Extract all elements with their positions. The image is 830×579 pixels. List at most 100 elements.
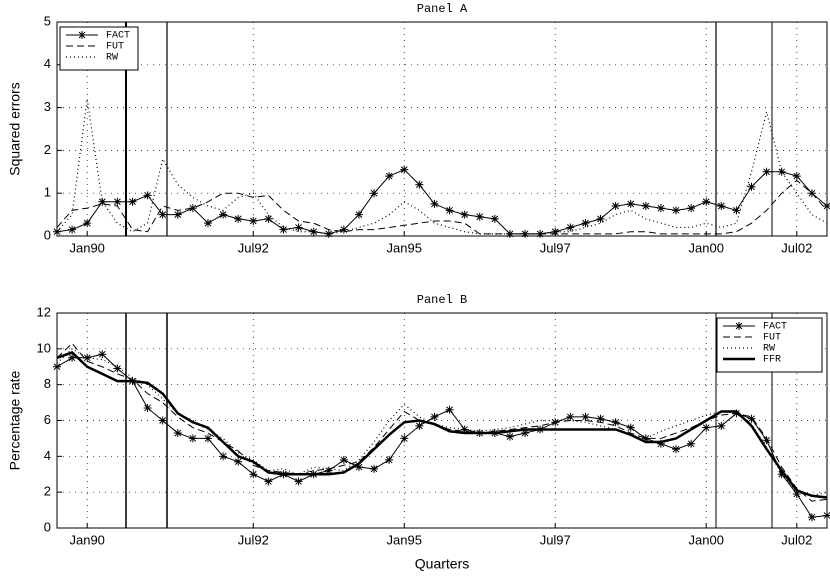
legend-label: FFR [763, 355, 781, 366]
marker [611, 202, 620, 211]
marker [777, 167, 786, 176]
marker [294, 223, 303, 232]
x-tick-label: Jan95 [387, 240, 422, 255]
legend-label: FUT [763, 333, 781, 344]
marker [521, 229, 530, 238]
marker [702, 423, 711, 432]
legend-marker [78, 31, 86, 39]
marker [445, 405, 454, 414]
y-tick-label: 6 [44, 412, 51, 427]
marker [158, 416, 167, 425]
marker [596, 414, 605, 423]
series-line [56, 98, 828, 235]
marker [128, 197, 137, 206]
x-tick-label: Jul02 [781, 532, 812, 547]
marker [641, 202, 650, 211]
marker [687, 204, 696, 213]
marker [566, 412, 575, 421]
marker [656, 204, 665, 213]
marker [581, 219, 590, 228]
marker [747, 414, 756, 423]
marker [83, 219, 92, 228]
marker [551, 227, 560, 236]
marker [687, 439, 696, 448]
y-tick-label: 4 [44, 56, 51, 71]
x-tick-label: Jul97 [540, 532, 571, 547]
marker [505, 432, 514, 441]
marker [430, 199, 439, 208]
marker [188, 434, 197, 443]
marker [53, 362, 61, 371]
y-tick-label: 5 [44, 13, 51, 28]
marker [792, 172, 801, 181]
marker [415, 421, 424, 430]
y-tick-label: 4 [44, 448, 51, 463]
legend-label: RW [763, 344, 775, 355]
legend-label: FACT [106, 31, 130, 42]
marker [98, 197, 107, 206]
marker [445, 206, 454, 215]
y-tick-label: 3 [44, 99, 51, 114]
marker [143, 403, 152, 412]
x-tick-label: Jul92 [238, 532, 269, 547]
marker [400, 165, 409, 174]
marker [219, 452, 228, 461]
marker [672, 445, 681, 454]
marker [717, 202, 726, 211]
marker [219, 210, 228, 219]
marker [792, 489, 801, 498]
legend-box [716, 317, 823, 373]
marker [400, 434, 409, 443]
marker [249, 217, 258, 226]
marker [113, 197, 122, 206]
legend-box [59, 26, 139, 71]
series-line [56, 169, 828, 235]
marker [264, 214, 273, 223]
x-tick-label: Jul97 [540, 240, 571, 255]
legend-label: FACT [763, 322, 787, 333]
series-line [56, 353, 828, 518]
marker [188, 204, 197, 213]
marker [762, 436, 771, 445]
x-tick-label: Jan00 [689, 532, 724, 547]
marker [672, 206, 681, 215]
marker [309, 227, 318, 236]
marker [173, 210, 182, 219]
marker [823, 202, 830, 211]
marker [656, 439, 665, 448]
x-tick-label: Jan90 [69, 240, 104, 255]
marker [581, 412, 590, 421]
series-line [56, 350, 828, 499]
marker [566, 223, 575, 232]
series-line [56, 179, 828, 235]
marker [596, 214, 605, 223]
marker [490, 214, 499, 223]
marker [370, 464, 379, 473]
marker [807, 513, 816, 522]
x-tick-label: Jul02 [781, 240, 812, 255]
marker [264, 477, 273, 486]
y-axis-label: Squared errors [7, 82, 23, 175]
marker [354, 210, 363, 219]
marker [143, 191, 152, 200]
x-tick-label: Jan90 [69, 532, 104, 547]
marker [460, 210, 469, 219]
marker [203, 434, 212, 443]
marker [415, 180, 424, 189]
marker [475, 212, 484, 221]
marker [113, 364, 122, 373]
marker [823, 511, 830, 520]
y-tick-label: 2 [44, 484, 51, 499]
legend-label: FUT [106, 42, 124, 53]
marker [762, 167, 771, 176]
marker [385, 172, 394, 181]
x-tick-label: Jul92 [238, 240, 269, 255]
marker [732, 206, 741, 215]
x-tick-label: Jan00 [689, 240, 724, 255]
legend-label: RW [106, 53, 118, 64]
y-tick-label: 0 [44, 227, 51, 242]
marker [626, 423, 635, 432]
marker [626, 199, 635, 208]
marker [339, 455, 348, 464]
